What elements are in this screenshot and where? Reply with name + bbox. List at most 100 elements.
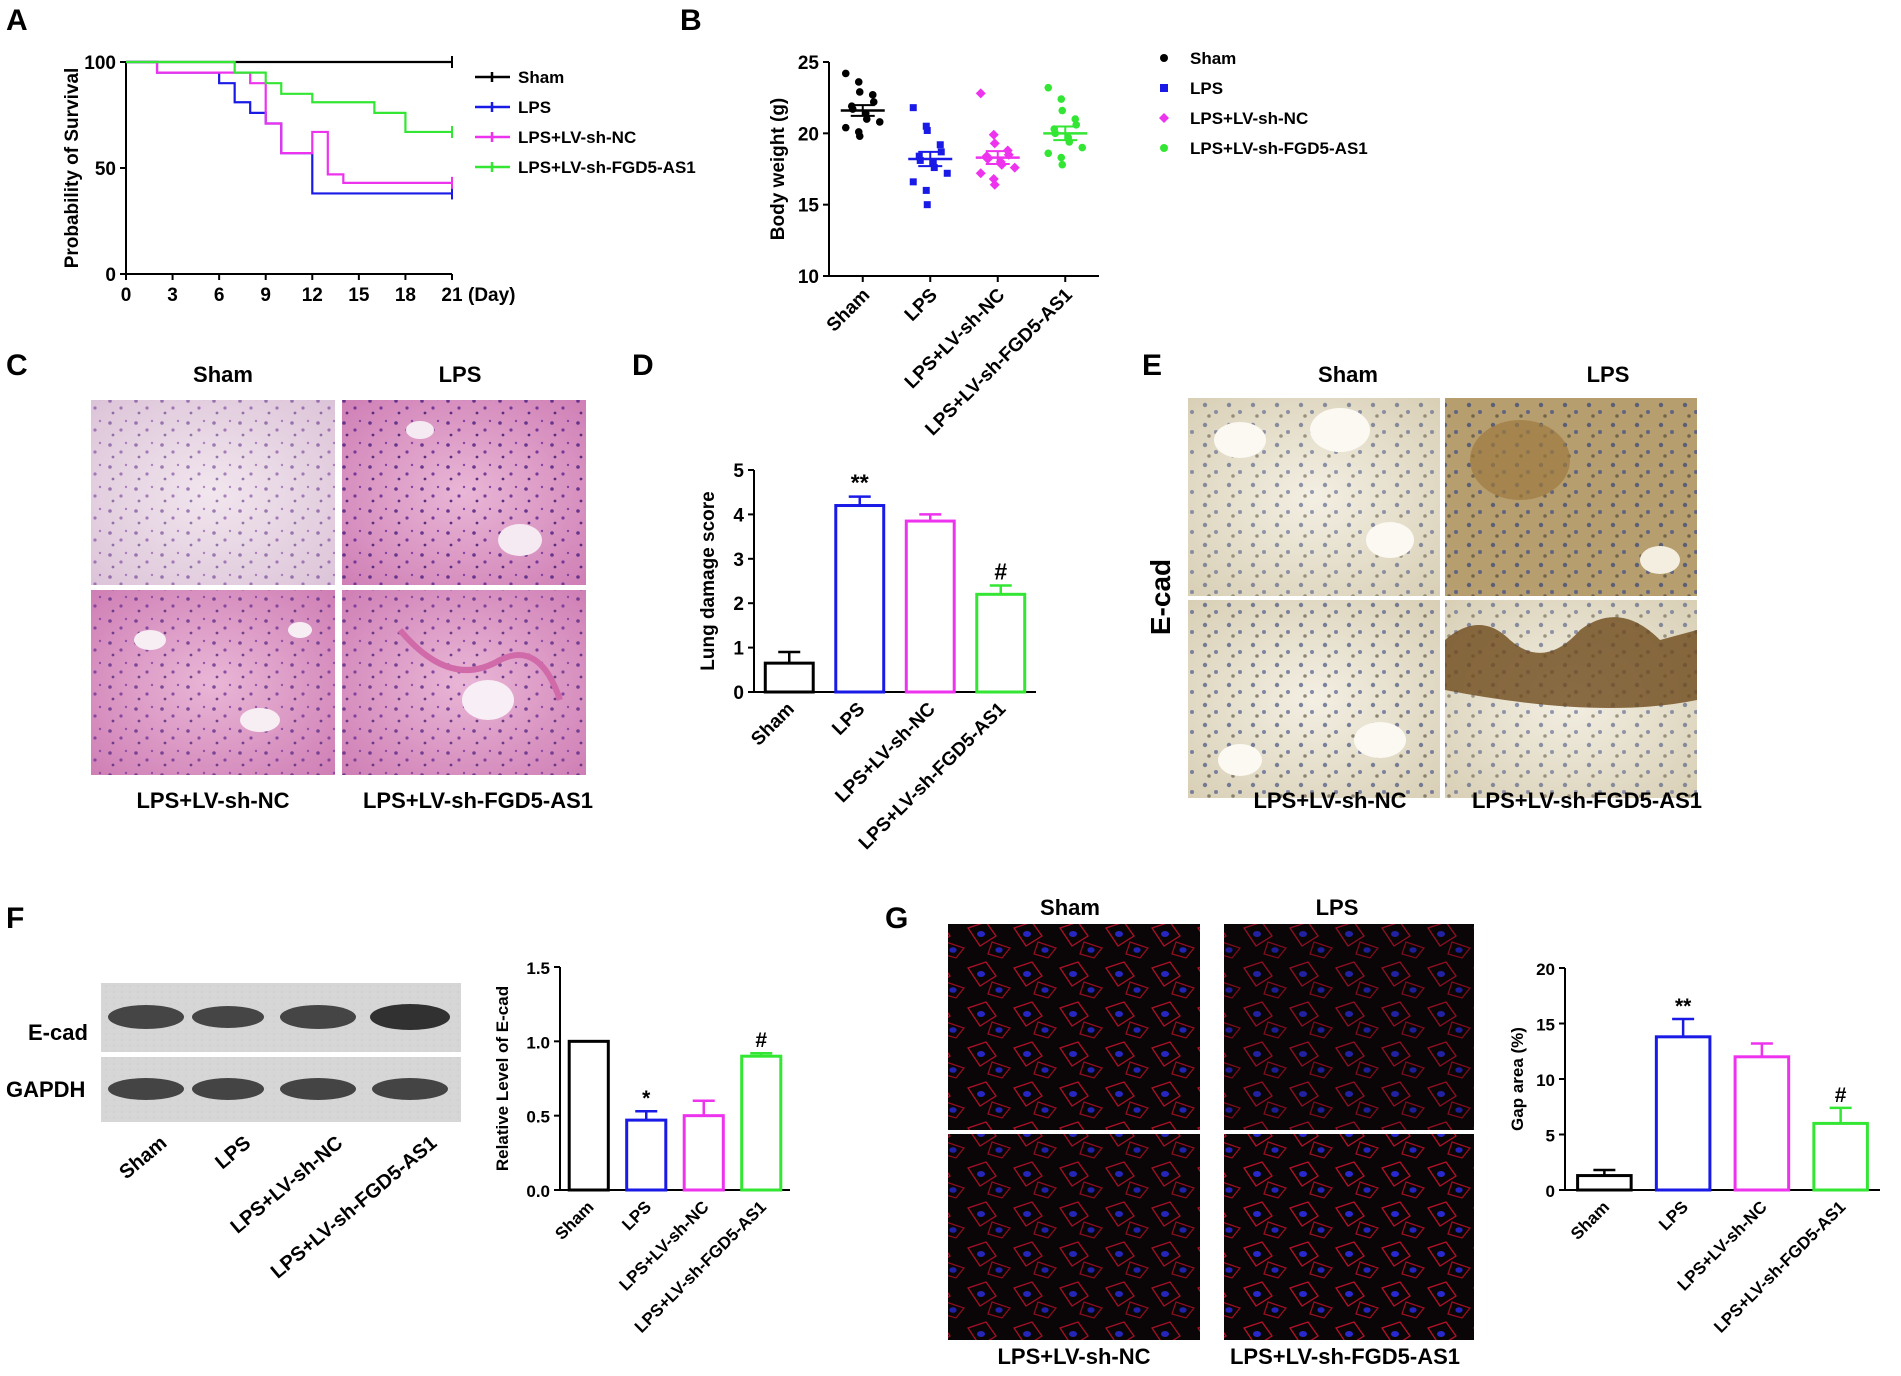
he-label-lps-fgd: LPS+LV-sh-FGD5-AS1 xyxy=(363,788,593,813)
he-image-lps-nc xyxy=(91,590,335,775)
x-tick-label: 21 xyxy=(441,285,463,306)
data-point xyxy=(1009,162,1020,173)
ihc-image-lps-nc xyxy=(1188,600,1440,798)
data-point xyxy=(875,118,884,126)
bar-3 xyxy=(1812,1121,1869,1192)
fluor-image-lps xyxy=(1224,924,1474,1130)
y-tick-label: 0 xyxy=(105,265,116,286)
he-label-sham: Sham xyxy=(193,362,253,387)
fluor-image-lps-nc xyxy=(948,1134,1200,1340)
legend-marker-0 xyxy=(1160,54,1168,62)
blot-lane-label-fgd: LPS+LV-sh-FGD5-AS1 xyxy=(267,1132,441,1283)
ihc-label-lps-nc: LPS+LV-sh-NC xyxy=(1253,788,1406,813)
ihc-image-lps-fgd xyxy=(1445,600,1697,798)
lung-damage-chart: 0 1 2 3 4 5 Lung damage score Sham ** LPSLPS+LV-s… xyxy=(698,461,1036,854)
ihc-label-sham: Sham xyxy=(1318,362,1378,387)
y-tick-label: 1.0 xyxy=(526,1033,550,1052)
legend-marker-1 xyxy=(1160,84,1168,92)
y-tick-label: 10 xyxy=(798,267,819,288)
he-label-lps: LPS xyxy=(439,362,482,387)
x-tick-label: LPS xyxy=(901,285,942,326)
fluor-label-lps: LPS xyxy=(1316,895,1359,920)
blot-row-label-gapdh: GAPDH xyxy=(6,1077,85,1102)
legend-label-3: LPS+LV-sh-FGD5-AS1 xyxy=(518,158,696,177)
y-tick-label: 20 xyxy=(1536,960,1555,979)
data-point xyxy=(975,88,986,99)
data-point xyxy=(855,88,864,96)
significance-mark-1: ** xyxy=(1675,995,1692,1018)
blot-strip-gapdh xyxy=(101,1057,461,1122)
data-point xyxy=(923,201,931,209)
x-tick-label: LPS+LV-sh-FGD5-AS1 xyxy=(1710,1197,1849,1336)
y-tick-label: 0 xyxy=(1546,1182,1555,1201)
bar-1 xyxy=(625,1118,668,1192)
fluor-label-lps-nc: LPS+LV-sh-NC xyxy=(997,1344,1150,1369)
y-tick-label: 10 xyxy=(1536,1071,1555,1090)
panel-letter-g: G xyxy=(885,902,908,935)
significance-mark-1: * xyxy=(642,1087,651,1110)
panel-letter-c: C xyxy=(6,349,28,382)
data-point xyxy=(916,156,924,164)
data-point xyxy=(868,91,877,99)
data-point xyxy=(943,169,951,177)
fluor-label-lps-fgd: LPS+LV-sh-FGD5-AS1 xyxy=(1230,1344,1460,1369)
data-point xyxy=(915,152,923,160)
western-blot: E-cad GAPDH Sham LPS LPS+LV-sh-NC LPS+LV… xyxy=(6,983,461,1283)
legend-label-3: LPS+LV-sh-FGD5-AS1 xyxy=(1190,139,1368,158)
data-point xyxy=(1058,106,1067,115)
significance-mark-3: # xyxy=(1835,1084,1847,1107)
x-tick-label: 18 xyxy=(395,285,416,306)
y-tick-label: 100 xyxy=(84,53,116,74)
fluor-micrograph-grid: Sham LPS LPS+LV-sh-NC LPS+LV-sh-FGD5-AS1 xyxy=(948,895,1474,1369)
data-point xyxy=(989,138,1000,149)
data-point xyxy=(930,164,938,172)
he-image-lps-fgd xyxy=(342,590,586,775)
bar-0 xyxy=(567,1039,610,1192)
survival-line-3 xyxy=(126,60,452,134)
y-tick-label: 0.0 xyxy=(526,1182,550,1201)
data-point xyxy=(909,178,917,186)
y-axis-label: Lung damage score xyxy=(698,491,719,671)
survival-line-1 xyxy=(126,60,452,195)
fluor-image-sham xyxy=(948,924,1200,1130)
data-point xyxy=(1058,160,1067,169)
x-tick-label: Sham xyxy=(823,285,874,336)
legend-label-0: Sham xyxy=(518,68,564,87)
y-tick-label: 5 xyxy=(733,461,744,482)
y-tick-label: 3 xyxy=(733,550,744,571)
significance-mark-3: # xyxy=(755,1029,767,1052)
y-tick-label: 0.5 xyxy=(526,1108,550,1127)
y-tick-label: 4 xyxy=(733,505,744,526)
ecad-level-chart: 0.0 0.5 1.0 1.5 Relative Level of E-cad Sham *… xyxy=(493,959,790,1337)
data-point xyxy=(841,123,850,132)
data-point xyxy=(1044,149,1053,158)
x-tick-label: Sham xyxy=(747,699,798,750)
legend-marker-3 xyxy=(1160,144,1168,152)
legend-label-2: LPS+LV-sh-NC xyxy=(1190,109,1308,128)
panel-letter-d: D xyxy=(632,349,654,382)
ihc-side-label: E-cad xyxy=(1145,559,1176,635)
bar-2 xyxy=(682,1114,725,1192)
y-tick-label: 2 xyxy=(733,594,744,615)
body-weight-chart: 10 15 20 25 Body weight (g) Sham LPS LPS+LV-sh-… xyxy=(768,49,1368,440)
y-axis-label: Gap area (%) xyxy=(1508,1027,1527,1131)
legend-label-1: LPS xyxy=(518,98,551,117)
data-point xyxy=(1057,153,1066,162)
bar-3 xyxy=(975,592,1027,694)
data-point xyxy=(1044,83,1053,92)
x-tick-label: 6 xyxy=(214,285,225,306)
data-point xyxy=(862,115,871,123)
fluor-label-sham: Sham xyxy=(1040,895,1100,920)
bar-1 xyxy=(1654,1035,1712,1192)
x-tick-label: LPS+LV-sh-FGD5-AS1 xyxy=(855,698,1011,854)
data-point xyxy=(936,141,944,149)
data-point xyxy=(854,78,863,86)
y-tick-label: 1.5 xyxy=(526,959,550,978)
bar-0 xyxy=(1576,1174,1633,1192)
data-point xyxy=(909,104,917,112)
ihc-image-sham xyxy=(1188,398,1440,596)
significance-mark-3: # xyxy=(994,558,1007,584)
data-point xyxy=(922,122,930,130)
y-axis-label: Relative Level of E-cad xyxy=(493,986,512,1171)
blot-lane-label-sham: Sham xyxy=(115,1132,171,1184)
